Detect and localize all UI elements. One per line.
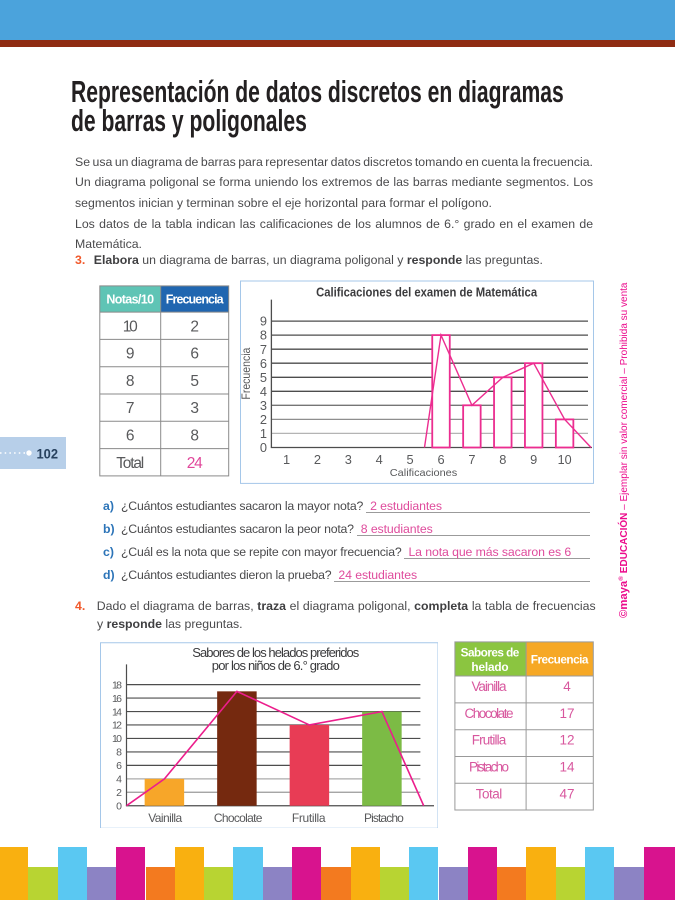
svg-text:Frecuencia: Frecuencia [166,292,225,306]
svg-text:6: 6 [259,356,266,371]
svg-text:6: 6 [437,452,444,467]
svg-text:1: 1 [259,426,266,441]
svg-text:Vainilla: Vainilla [148,811,182,825]
svg-text:10: 10 [557,452,571,467]
svg-text:Sabores de: Sabores de [461,645,520,659]
svg-text:Total: Total [116,455,144,472]
svg-text:7: 7 [259,342,266,357]
svg-text:Chocolate: Chocolate [213,811,262,825]
svg-text:1: 1 [282,452,289,467]
svg-text:Frecuencia: Frecuencia [531,653,589,667]
svg-text:Frutilla: Frutilla [291,811,325,825]
svg-text:Chocolate: Chocolate [465,706,514,721]
svg-text:Calificaciones: Calificaciones [389,468,456,479]
svg-text:Pistacho: Pistacho [364,811,404,825]
svg-text:7: 7 [468,452,475,467]
svg-text:12: 12 [560,733,575,748]
svg-text:9: 9 [259,314,266,329]
svg-text:6: 6 [190,346,199,363]
svg-text:3: 3 [190,400,199,417]
svg-text:4: 4 [116,773,122,785]
svg-text:5: 5 [190,373,199,390]
svg-text:helado: helado [472,660,509,674]
svg-text:16: 16 [112,692,122,704]
svg-text:5: 5 [259,370,266,385]
svg-text:12: 12 [112,719,122,731]
svg-text:4: 4 [375,452,382,467]
svg-text:6: 6 [126,428,135,445]
svg-text:Frutilla: Frutilla [472,733,507,748]
svg-text:47: 47 [560,786,575,801]
svg-text:Sabores de los helados preferi: Sabores de los helados preferidos [192,645,359,660]
svg-text:14: 14 [560,760,576,775]
svg-text:3: 3 [344,452,351,467]
svg-text:10: 10 [112,733,122,745]
svg-text:5: 5 [406,452,413,467]
svg-text:Calificaciones del examen de M: Calificaciones del examen de Matemática [316,286,538,300]
svg-text:18: 18 [112,679,122,691]
svg-text:2: 2 [313,452,320,467]
svg-text:4: 4 [564,679,572,694]
svg-text:2: 2 [259,412,266,427]
svg-text:9: 9 [530,452,537,467]
svg-text:10: 10 [123,318,138,335]
svg-text:2: 2 [190,318,199,335]
svg-text:9: 9 [126,346,135,363]
svg-text:Frecuencia: Frecuencia [240,348,253,400]
svg-text:8: 8 [190,428,199,445]
svg-text:8: 8 [116,746,122,758]
svg-text:0: 0 [259,440,266,455]
svg-text:8: 8 [126,373,135,390]
svg-text:por los niños de 6.° grado: por los niños de 6.° grado [211,658,339,673]
svg-text:14: 14 [112,706,122,718]
svg-text:8: 8 [499,452,506,467]
svg-text:6: 6 [116,760,122,772]
svg-text:17: 17 [560,706,575,721]
svg-text:Vainilla: Vainilla [472,679,507,694]
svg-text:8: 8 [259,328,266,343]
svg-text:7: 7 [126,400,135,417]
svg-text:4: 4 [259,384,266,399]
svg-text:Total: Total [476,786,503,801]
svg-text:3: 3 [259,398,266,413]
svg-text:2: 2 [116,787,122,799]
svg-text:Pistacho: Pistacho [469,760,509,775]
svg-text:Notas/10: Notas/10 [106,292,154,306]
svg-text:0: 0 [116,800,122,812]
svg-text:24: 24 [187,455,203,472]
svg-text:102: 102 [37,445,59,461]
